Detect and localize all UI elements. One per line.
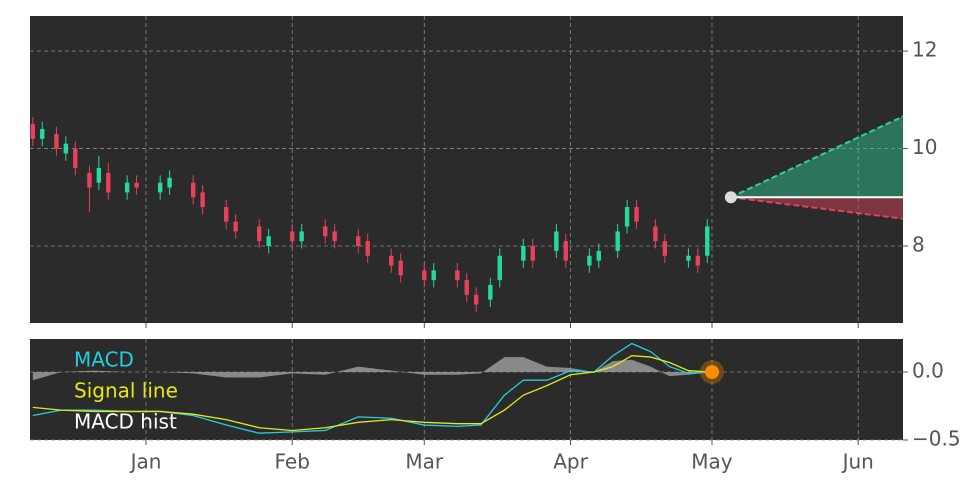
candle-body <box>554 231 559 251</box>
candle-body <box>389 255 394 266</box>
candle-body <box>200 192 205 208</box>
candle-body <box>167 177 172 188</box>
candle-body <box>290 231 295 242</box>
x-tick-label: Jun <box>841 450 874 474</box>
last-marker <box>704 365 719 380</box>
y-tick-label: 0.0 <box>912 359 944 383</box>
candle-body <box>705 226 710 256</box>
legend-entry: Signal line <box>74 379 178 403</box>
candle-body <box>124 182 130 193</box>
candle-body <box>464 280 469 295</box>
candle-body <box>634 207 639 222</box>
y-tick-label: 10 <box>912 135 937 159</box>
candle-body <box>96 168 102 183</box>
candle-body <box>365 241 370 256</box>
candle-body <box>190 182 196 198</box>
candle-body <box>266 236 271 247</box>
candle-body <box>587 255 592 266</box>
forecast-lower-line <box>730 196 904 220</box>
x-tick-label: May <box>691 450 733 474</box>
candle-body <box>323 226 328 237</box>
forecast-start <box>724 191 737 204</box>
candle-body <box>497 255 502 281</box>
candle-body <box>455 270 460 281</box>
x-tick-label: Feb <box>275 450 310 474</box>
price-panel <box>30 16 903 323</box>
candle-body <box>54 133 59 149</box>
candle-body <box>521 246 526 261</box>
y-tick-label: −0.5 <box>912 427 961 451</box>
candle-body <box>257 226 262 242</box>
candle-body <box>157 182 163 193</box>
candle-body <box>488 284 493 300</box>
candle-body <box>299 231 304 242</box>
candle-body <box>695 255 701 266</box>
hist-area <box>32 357 712 381</box>
candle-body <box>422 270 427 281</box>
candle-body <box>134 182 139 188</box>
y-tick-label: 12 <box>912 38 937 62</box>
candle-body <box>356 236 361 247</box>
candle-body <box>30 124 36 139</box>
candle-body <box>332 231 337 242</box>
x-tick-label: Apr <box>553 450 588 474</box>
forecast-upper-line <box>730 115 904 199</box>
legend-entry: MACD <box>74 348 134 372</box>
candle-body <box>662 241 668 256</box>
candle-body <box>596 250 601 261</box>
candle-body <box>87 172 92 188</box>
candle-body <box>624 207 630 227</box>
candle-body <box>686 255 691 261</box>
candle-body <box>563 241 568 261</box>
candle-body <box>615 231 620 251</box>
candle-body <box>40 129 45 139</box>
candle-body <box>431 270 436 281</box>
legend-entry: MACD hist <box>74 410 177 434</box>
candle-body <box>473 294 479 305</box>
candle-body <box>63 143 69 154</box>
series-line <box>32 355 713 432</box>
candle-body <box>73 148 78 169</box>
candle-body <box>398 260 403 276</box>
candle-body <box>233 221 238 232</box>
candle-body <box>653 226 658 242</box>
candle-body <box>530 246 535 261</box>
y-tick-label: 8 <box>912 233 925 257</box>
candle-body <box>224 207 229 222</box>
x-tick-label: Mar <box>405 450 444 474</box>
x-tick-label: Jan <box>129 450 162 474</box>
candle-body <box>106 172 111 193</box>
